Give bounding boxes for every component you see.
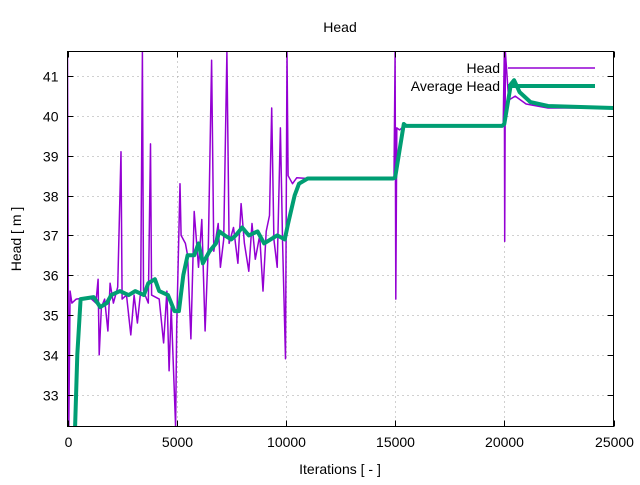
series-layer bbox=[67, 51, 614, 427]
y-tick-label: 41 bbox=[43, 69, 59, 85]
y-axis-label: Head [ m ] bbox=[8, 207, 24, 272]
y-tick-label: 37 bbox=[43, 228, 59, 244]
ticks: 33 34 35 36 37 38 39 40 41 0 5000 10000 15000 20000 25… bbox=[43, 51, 634, 450]
legend-label-average-head: Average Head bbox=[411, 78, 500, 94]
plot-border bbox=[67, 51, 614, 427]
y-tick-label: 34 bbox=[43, 348, 59, 364]
y-tick-label: 35 bbox=[43, 308, 59, 324]
series-line-average-head bbox=[73, 78, 614, 427]
x-axis-label: Iterations [ - ] bbox=[299, 461, 381, 477]
x-tick-label: 15000 bbox=[376, 434, 415, 450]
series-line-head bbox=[67, 51, 614, 427]
y-tick-label: 40 bbox=[43, 109, 59, 125]
legend-label-head: Head bbox=[467, 60, 500, 76]
chart-title: Head bbox=[323, 19, 356, 35]
grid bbox=[67, 51, 614, 427]
x-tick-label: 25000 bbox=[595, 434, 634, 450]
y-tick-label: 38 bbox=[43, 189, 59, 205]
y-tick-label: 36 bbox=[43, 268, 59, 284]
x-tick-label: 10000 bbox=[267, 434, 306, 450]
x-tick-label: 20000 bbox=[485, 434, 524, 450]
x-tick-label: 0 bbox=[65, 434, 73, 450]
x-tick-label: 5000 bbox=[162, 434, 193, 450]
y-tick-label: 39 bbox=[43, 149, 59, 165]
legend: Head Average Head bbox=[411, 60, 595, 94]
y-tick-label: 33 bbox=[43, 388, 59, 404]
